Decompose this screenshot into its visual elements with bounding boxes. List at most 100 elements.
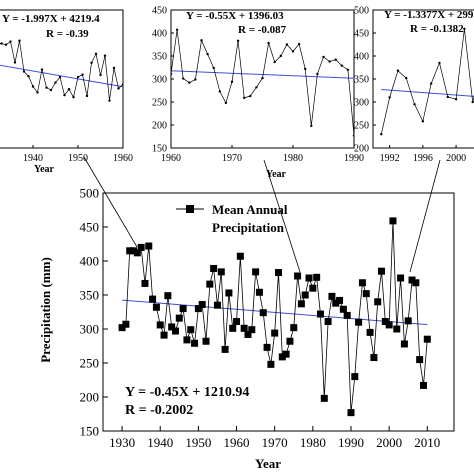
inset3-data-point	[446, 95, 449, 99]
main-y-tick-label: 250	[80, 356, 100, 371]
inset1-data-point	[31, 85, 35, 88]
inset1-data-point	[22, 70, 26, 73]
main-r-value: R = -0.2002	[125, 403, 193, 418]
main-data-point	[313, 273, 321, 281]
main-y-tick-label: 400	[80, 254, 100, 269]
inset3-x-tick-label: 1992	[380, 153, 400, 164]
inset2-data-point	[273, 60, 276, 64]
inset3-data-point	[454, 98, 458, 101]
inset2-data-point	[304, 67, 307, 71]
main-data-point	[133, 249, 141, 257]
main-data-point	[225, 289, 233, 297]
main-data-point	[408, 276, 416, 284]
main-data-point	[194, 305, 202, 313]
inset2-data-point	[175, 28, 179, 31]
main-data-point	[152, 303, 160, 311]
main-data-point	[385, 321, 393, 329]
inset2-data-point	[297, 42, 301, 46]
inset2-data-point	[206, 52, 209, 56]
inset2-data-point	[200, 39, 203, 42]
main-x-tick-label: 1930	[109, 435, 135, 450]
inset2-trend-line	[170, 70, 355, 79]
inset3-data-point	[429, 82, 433, 85]
main-data-point	[309, 284, 317, 292]
inset1-data-point	[40, 68, 44, 71]
inset3-r-value: R = -0.1382	[410, 23, 464, 35]
main-data-point	[389, 217, 397, 225]
callout-line-2	[263, 159, 301, 273]
main-chart: 1930 1940 1950 1960 1970 1980 1990 2000 2010 150 2…	[38, 186, 455, 471]
inset1-data-point	[72, 95, 75, 99]
main-y-axis-title: Precipitation (mm)	[38, 257, 53, 363]
inset2-data-point	[194, 78, 197, 81]
inset-chart-1990-2003: 1992 1996 2000 200 250 300 350 400 450 500 Y = -1…	[354, 6, 474, 164]
main-data-point	[171, 327, 179, 335]
inset3-data-point	[421, 120, 425, 123]
inset1-x-tick-label: 1960	[113, 153, 133, 164]
inset1-data-point	[54, 81, 57, 84]
inset3-data-point	[413, 103, 416, 106]
inset2-equation: Y = -0.55X + 1396.03	[186, 10, 284, 22]
inset3-data-point	[388, 96, 391, 99]
main-data-point	[301, 291, 309, 299]
main-data-point	[358, 279, 366, 287]
legend: Mean Annual Precipitation	[176, 202, 288, 235]
inset2-data-point	[212, 66, 215, 70]
main-data-point	[282, 350, 290, 358]
inset3-y-tick-label: 250	[354, 121, 369, 132]
inset2-data-point	[255, 86, 258, 89]
inset1-data-point	[103, 54, 107, 57]
inset3-data-point	[396, 69, 400, 72]
main-data-point	[290, 324, 298, 332]
inset3-x-tick-label: 1996	[413, 153, 433, 164]
inset1-data-point	[27, 75, 30, 78]
main-data-point	[217, 268, 225, 276]
main-data-point	[404, 317, 412, 325]
inset1-plot-area: 1940 1950 1960	[0, 9, 133, 164]
main-y-tick-label: 150	[80, 424, 100, 439]
main-data-point	[259, 309, 267, 317]
main-data-point	[168, 323, 176, 331]
main-data-point	[397, 274, 405, 282]
main-data-point	[267, 360, 275, 368]
main-data-point	[221, 345, 229, 353]
inset2-x-tick-label: 1960	[161, 153, 181, 164]
inset3-data-point	[438, 61, 441, 65]
inset2-data-point	[267, 41, 270, 45]
inset1-data-point	[63, 93, 66, 97]
inset2-data-point	[352, 134, 354, 137]
inset2-data-point	[285, 43, 289, 46]
main-data-point	[252, 268, 260, 276]
main-data-point	[236, 252, 244, 260]
inset1-data-point	[85, 94, 89, 98]
main-data-point	[244, 330, 252, 338]
legend-label-line2: Precipitation	[212, 220, 285, 235]
main-data-point	[320, 394, 328, 402]
main-data-point	[210, 264, 218, 272]
inset2-data-point	[334, 58, 337, 61]
main-data-point	[156, 321, 164, 329]
main-data-point	[255, 288, 263, 296]
inset2-data-point	[346, 68, 350, 72]
main-data-point	[412, 279, 420, 287]
main-x-tick-label: 1960	[224, 435, 250, 450]
main-data-point	[351, 373, 359, 381]
main-data-point	[362, 290, 370, 298]
main-data-point	[336, 296, 344, 304]
inset1-x-tick-label: 1950	[68, 153, 88, 164]
main-data-point	[122, 320, 130, 328]
main-y-tick-label: 300	[80, 322, 100, 337]
inset3-y-tick-label: 500	[354, 6, 369, 17]
main-x-tick-label: 2010	[414, 435, 440, 450]
main-x-tick-label: 1980	[300, 435, 326, 450]
main-y-tick-label: 450	[80, 220, 100, 235]
inset1-data-point	[76, 75, 80, 79]
inset1-data-point	[121, 83, 123, 86]
inset2-y-tick-label: 300	[152, 75, 167, 86]
inset3-plot-area: 1992 1996 2000 200 250 300 350 400 450 500	[354, 6, 474, 164]
main-data-point	[240, 324, 248, 332]
inset2-data-point	[249, 94, 252, 98]
main-data-point	[275, 269, 282, 277]
inset1-data-point	[18, 39, 21, 42]
